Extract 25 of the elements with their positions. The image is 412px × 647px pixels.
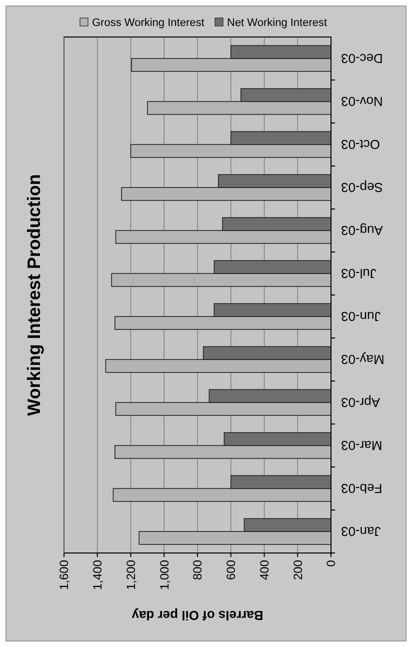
y-tick-label: Nov-03 xyxy=(341,94,383,109)
y-tick-label: Dec-03 xyxy=(341,50,383,66)
y-tick-label: May-03 xyxy=(341,352,384,367)
legend-label: Net Working Interest xyxy=(227,16,328,29)
y-tick-label: Oct-03 xyxy=(341,136,380,152)
y-tick-label: Apr-03 xyxy=(341,394,380,410)
x-tick-label: 1,000 xyxy=(157,560,172,590)
legend-label: Gross Working Interest xyxy=(92,16,204,29)
x-tick-label: 400 xyxy=(257,560,272,580)
x-tick-label: 600 xyxy=(224,560,238,580)
x-tick-label: 1,400 xyxy=(90,560,105,590)
x-axis-title: Barrels of Oil per day xyxy=(130,608,264,623)
y-tick-label: Jan-03 xyxy=(341,524,381,539)
y-tick-label: Jun-03 xyxy=(341,308,381,324)
text: Working Interest Production xyxy=(24,174,44,416)
x-tick-label: 800 xyxy=(190,560,205,580)
y-tick-label: Sep-03 xyxy=(341,180,383,195)
x-tick-label: 200 xyxy=(290,560,305,580)
y-tick-label: Mar-03 xyxy=(341,438,382,453)
y-tick-label: Feb-03 xyxy=(341,480,382,496)
x-tick-label: 1,600 xyxy=(57,560,72,590)
x-tick-label: 1,200 xyxy=(124,560,138,590)
x-tick-label: 0 xyxy=(324,560,338,567)
y-tick-label: Jul-03 xyxy=(341,266,376,281)
y-tick-label: Aug-03 xyxy=(341,222,383,238)
